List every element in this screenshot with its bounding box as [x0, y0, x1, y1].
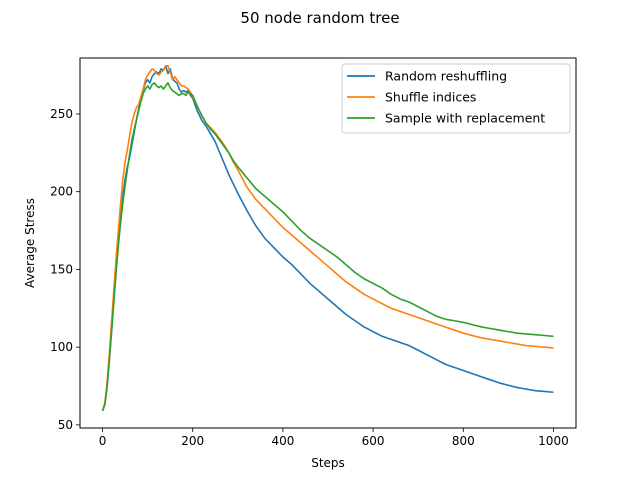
- y-tick-label: 250: [50, 107, 73, 121]
- y-tick-label: 200: [50, 185, 73, 199]
- x-tick-label: 800: [452, 434, 475, 448]
- x-tick-label: 200: [181, 434, 204, 448]
- y-tick-label: 100: [50, 340, 73, 354]
- x-tick-label: 600: [362, 434, 385, 448]
- legend-box: [341, 63, 571, 134]
- x-tick-label: 0: [99, 434, 107, 448]
- legend: Random reshuffling Shuffle indices Sample …: [341, 63, 571, 134]
- legend-entry-label: Shuffle indices: [385, 90, 476, 105]
- x-tick-label: 1000: [538, 434, 569, 448]
- x-tick-label: 400: [271, 434, 294, 448]
- y-tick-label: 150: [50, 262, 73, 276]
- y-axis-label: Average Stress: [23, 198, 37, 288]
- legend-entry-label: Sample with replacement: [385, 111, 545, 126]
- series-layer: [101, 64, 554, 412]
- y-tick-label: 50: [58, 418, 73, 432]
- chart-title: 50 node random tree: [240, 9, 399, 27]
- plot-frame: [79, 57, 577, 429]
- series-line-3: [101, 82, 554, 412]
- x-axis-label: Steps: [311, 456, 345, 470]
- ticks-layer: 0 200 400 600 800 1000 50 100 150 200 250: [50, 107, 569, 448]
- legend-entry-label: Random reshuffling: [385, 69, 507, 84]
